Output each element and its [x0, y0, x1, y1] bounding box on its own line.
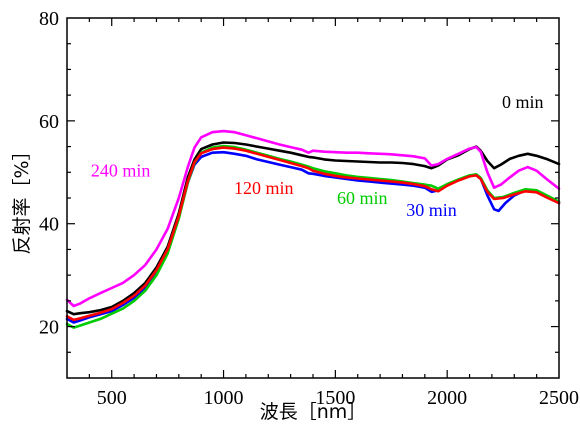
series-label-30-min: 30 min	[406, 200, 457, 220]
series-label-0-min: 0 min	[502, 92, 544, 112]
series-label-120-min: 120 min	[234, 178, 294, 198]
series-line-0-min	[65, 141, 561, 316]
y-axis-title: 反射率［%］	[11, 141, 33, 254]
series-line-240-min	[65, 129, 561, 308]
x-tick-label: 2500	[539, 387, 579, 409]
tick-layer: 500 1000 1500 2000 2500 20 40 60 80	[39, 8, 579, 409]
plot-frame	[66, 17, 560, 379]
y-tick-label: 80	[39, 8, 59, 30]
x-tick-label: 1500	[315, 387, 355, 409]
x-tick-label: 2000	[427, 387, 467, 409]
x-axis-title: 波長［nm］	[260, 401, 367, 423]
x-tick-label: 500	[97, 387, 127, 409]
series-label-60-min: 60 min	[337, 188, 388, 208]
y-tick-label: 20	[39, 317, 59, 339]
series-label-240-min: 240 min	[91, 160, 151, 180]
series-label-layer: 0 min 30 min 60 min 120 min 240 min	[91, 92, 544, 220]
y-tick-label: 40	[39, 214, 59, 236]
y-tick-label: 60	[39, 111, 59, 133]
series-layer	[65, 129, 561, 329]
x-tick-label: 1000	[204, 387, 244, 409]
series-line-120-min	[65, 146, 561, 322]
